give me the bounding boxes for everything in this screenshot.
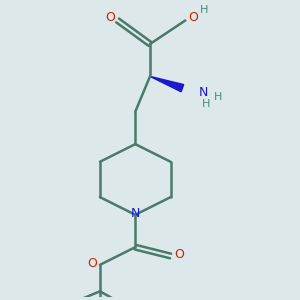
Text: O: O xyxy=(105,11,115,24)
Text: O: O xyxy=(188,11,198,24)
Text: O: O xyxy=(174,248,184,261)
Text: N: N xyxy=(199,86,208,99)
Text: H: H xyxy=(202,99,211,110)
Polygon shape xyxy=(150,76,184,92)
Text: N: N xyxy=(130,207,140,220)
Text: H: H xyxy=(200,5,209,15)
Text: H: H xyxy=(214,92,222,102)
Text: O: O xyxy=(87,257,97,270)
